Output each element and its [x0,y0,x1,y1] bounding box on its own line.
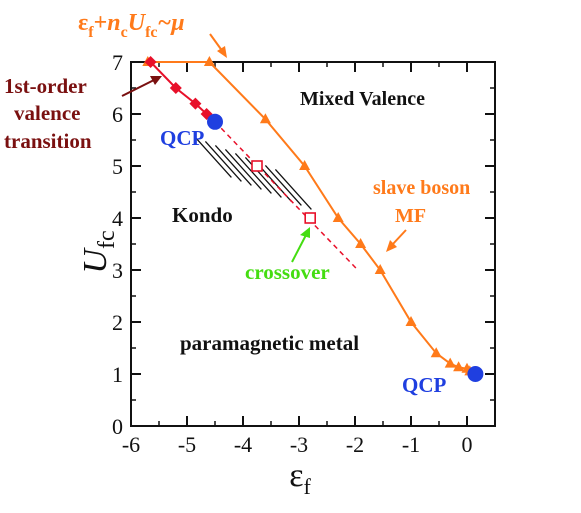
first-order-label-line1: 1st-order [4,74,87,98]
point-triangle-6 [374,264,386,274]
first-order-label-line2: valence [14,101,80,125]
point-triangle-10 [453,361,465,372]
hatch-line [224,148,262,190]
point-triangle-7 [405,316,417,326]
hatch-line [264,164,302,206]
mixed-valence-label: Mixed Valence [300,88,425,110]
y-tick-label-6: 6 [112,102,123,127]
tick-labels: -6 -5 -4 -3 -2 -1 0 0 1 2 3 4 5 6 7 [112,50,473,457]
first-order-line [149,61,208,115]
crossover-label: crossover [245,260,330,284]
x-tick-label-0: -6 [122,432,140,457]
kondo-label: Kondo [172,203,233,227]
crossover-dashed-line [214,121,359,271]
hatch-line [274,168,312,210]
hatch-line [234,152,272,194]
kondo-hatch-region [194,136,312,210]
point-triangle-9 [444,357,456,368]
hatch-line [214,144,252,186]
point-triangle-1 [203,56,215,66]
mf-label: MF [395,205,426,227]
point-diamond-1 [169,82,182,94]
annotation-arrows [121,33,407,263]
paramagnetic-label: paramagnetic metal [180,331,359,355]
crossover-arrowhead [300,227,310,238]
point-triangle-5 [355,238,367,248]
x-tick-label-6: 0 [462,432,473,457]
crossover-arrow [291,234,307,263]
first-order-label-line3: transition [4,129,92,153]
point-diamond-0 [144,56,157,68]
x-tick-label-3: -3 [290,432,308,457]
point-triangle-4 [332,212,344,222]
y-tick-label-5: 5 [112,154,123,179]
slave-boson-label: slave boson [373,177,470,199]
point-circle-1 [467,366,484,382]
plot-frame [130,61,496,427]
x-tick-label-1: -5 [178,432,196,457]
hatch-line [194,136,232,178]
y-tick-label-0: 0 [112,414,123,439]
point-open-square-0 [251,160,263,172]
y-tick-label-4: 4 [112,206,123,231]
series-markers [142,56,484,382]
y-axis-label: Ufc [77,230,120,273]
axis-ticks [130,61,495,427]
point-triangle-3 [299,160,311,170]
qcp-left-label: QCP [160,126,205,150]
x-tick-label-5: -1 [402,432,420,457]
x-tick-label-2: -4 [234,432,252,457]
x-axis-label: εf [289,457,311,499]
point-circle-0 [207,113,223,130]
top-formula: εf+ncUfc~μ [78,10,185,41]
formula-arrowhead [217,46,227,58]
point-diamond-2 [189,97,202,110]
y-tick-label-7: 7 [112,50,123,75]
y-tick-label-1: 1 [112,362,123,387]
qcp-right-label: QCP [402,373,447,397]
first-order-arrow [121,79,155,97]
mf-arrow [391,229,407,246]
point-triangle-8 [430,347,442,358]
y-tick-label-3: 3 [112,258,123,283]
mf-arrowhead [386,240,397,252]
y-tick-label-2: 2 [112,310,123,335]
point-triangle-2 [259,113,271,124]
x-tick-label-4: -2 [346,432,364,457]
hatch-line [204,140,242,182]
first-order-arrowhead [150,76,162,85]
point-open-square-1 [304,212,317,224]
